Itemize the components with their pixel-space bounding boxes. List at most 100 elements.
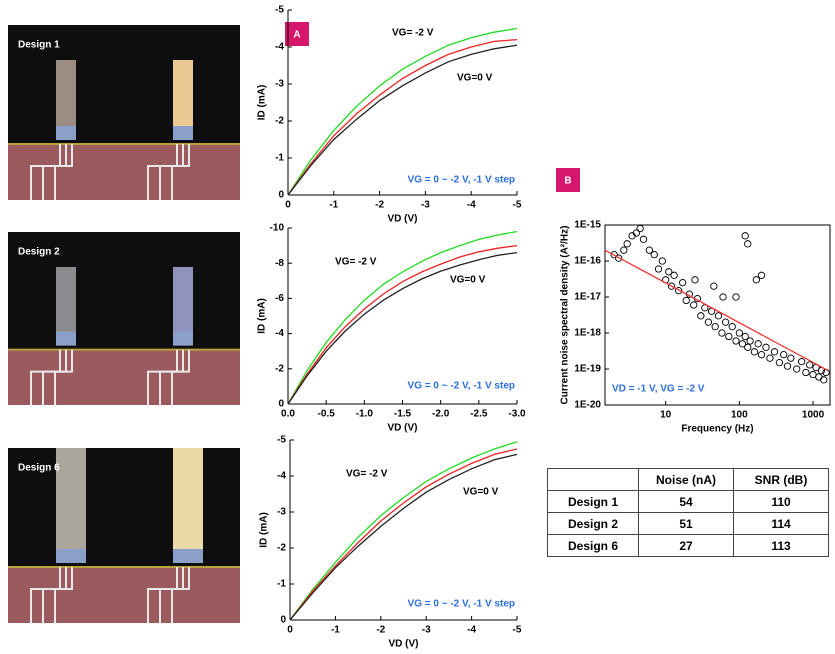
noise-point [615, 254, 623, 262]
y-tick-label: -3 [277, 507, 286, 518]
x-tick-label: 10 [660, 410, 672, 421]
x-tick-label: 100 [731, 410, 748, 421]
panel-label: B [564, 176, 571, 187]
trace [171, 349, 190, 405]
contact [56, 331, 76, 346]
contact [56, 549, 86, 563]
y-tick-label: 0 [278, 190, 284, 201]
annotation: VG=0 V [463, 487, 499, 498]
fit-line [604, 249, 829, 372]
x-tick-label: 1000 [802, 410, 825, 421]
noise-point [710, 282, 718, 290]
x-tick-label: -5 [513, 625, 522, 636]
noise-point [750, 348, 759, 356]
y-tick-label: 1E-16 [574, 256, 601, 267]
x-tick-label: -1.0 [356, 409, 374, 420]
curve [289, 448, 518, 621]
y-tick-label: -2 [275, 363, 284, 374]
table-row: Design 2 51 114 [547, 512, 829, 535]
substrate [8, 144, 240, 200]
noise-point [697, 312, 705, 320]
row-label: Design 1 [547, 490, 639, 513]
noise-point [623, 240, 631, 248]
noise-point [645, 246, 654, 254]
value-cell: 113 [733, 534, 829, 557]
x-tick-label: 0 [287, 625, 293, 636]
noise-point [654, 265, 663, 273]
photo-label: Design 6 [18, 463, 60, 474]
substrate [8, 567, 240, 623]
curve [287, 27, 518, 196]
x-tick-label: -2.5 [470, 409, 488, 420]
y-axis-label: ID (mA) [257, 298, 268, 334]
panel-badge [285, 22, 309, 46]
noise-point [675, 287, 683, 295]
noise-point [728, 323, 736, 331]
noise-point [738, 340, 747, 348]
x-tick-label: -3 [422, 625, 431, 636]
noise-point [639, 235, 648, 243]
annotation: VG = 0 ~ -2 V, -1 V step [408, 175, 515, 186]
annotation: VG = 0 ~ -2 V, -1 V step [408, 599, 515, 610]
chart: 10 100 1000 1E-20 1E-19 1E-18 1E-17 1E-16 1E-15 F… [560, 220, 831, 435]
y-tick-label: -3 [275, 79, 284, 90]
noise-point [780, 351, 788, 359]
y-tick-label: -6 [275, 293, 284, 304]
x-tick-label: -4 [467, 625, 476, 636]
blank-cell [547, 468, 639, 491]
annotation: VG=0 V [457, 73, 493, 84]
curve [289, 453, 518, 621]
value-cell: 27 [638, 534, 734, 557]
noise-point [741, 232, 749, 240]
y-tick-label: -1 [275, 153, 284, 164]
contact [56, 126, 76, 140]
x-tick-label: -1 [331, 625, 340, 636]
noise-point [793, 365, 801, 373]
noise-point [665, 268, 673, 276]
y-tick-label: 0 [278, 399, 284, 410]
x-tick-label: -1 [329, 200, 338, 211]
value-cell: 51 [638, 512, 734, 535]
annotation: VG= -2 V [346, 469, 388, 480]
chart: 0.0 -0.5 -1.0 -1.5 -2.0 -2.5 -3.0 0 -2 -4 -6 -8 -10 V… [257, 223, 526, 434]
y-tick-label: -5 [277, 435, 286, 446]
annotation: VG= -2 V [335, 257, 377, 268]
electrode [56, 267, 76, 342]
noise-point [746, 337, 754, 345]
noise-point [714, 312, 723, 320]
x-axis-label: Frequency (Hz) [681, 424, 753, 435]
noise-point [721, 318, 730, 326]
noise-point [787, 354, 795, 362]
y-tick-label: 1E-17 [574, 292, 601, 303]
noise-point [610, 251, 618, 259]
table-row: Design 6 27 113 [547, 534, 829, 557]
noise-point [802, 368, 810, 377]
noise-point [770, 348, 779, 356]
annotation: VD = -1 V, VG = -2 V [612, 384, 705, 395]
x-tick-label: -4 [467, 200, 476, 211]
row-label: Design 6 [547, 534, 639, 557]
noise-point [620, 246, 628, 254]
curve [287, 230, 518, 405]
y-tick-label: -5 [275, 5, 284, 16]
noise-point [783, 362, 792, 370]
x-tick-label: -3.0 [508, 409, 526, 420]
y-tick-label: 1E-20 [574, 400, 601, 411]
electrode [173, 60, 193, 136]
y-tick-label: -10 [270, 223, 285, 234]
electrode [173, 267, 193, 342]
value-cell: 114 [733, 512, 829, 535]
noise-point [820, 376, 828, 384]
x-tick-label: -5 [513, 200, 522, 211]
y-tick-label: 1E-18 [574, 328, 601, 339]
noise-point [719, 293, 727, 301]
annotation: VG = 0 ~ -2 V, -1 V step [408, 381, 515, 392]
x-axis-label: VD (V) [388, 214, 418, 225]
curve [287, 244, 518, 405]
noise-table: Noise (nA) SNR (dB) Design 1 54 110 Design … [547, 468, 829, 557]
y-tick-label: -1 [277, 579, 286, 590]
noise-point [691, 276, 699, 284]
noise-point [650, 251, 658, 259]
electrode [56, 448, 86, 559]
noise-point [797, 358, 806, 366]
